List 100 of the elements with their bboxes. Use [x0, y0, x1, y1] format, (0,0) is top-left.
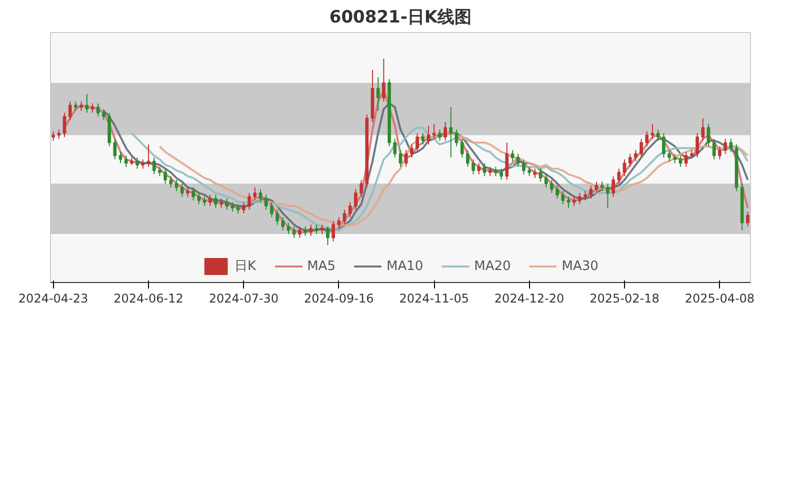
candlestick	[113, 138, 117, 160]
candlestick	[52, 130, 55, 142]
candlestick	[438, 129, 442, 142]
candlestick	[522, 158, 526, 175]
candlestick	[477, 162, 481, 175]
candlestick	[85, 94, 89, 114]
candlestick	[550, 179, 554, 194]
candlestick	[80, 101, 83, 112]
candlestick	[309, 224, 313, 236]
candlestick	[264, 194, 268, 210]
candlestick	[584, 190, 587, 201]
candlestick	[276, 209, 279, 226]
candlestick	[640, 138, 643, 158]
x-tick-label: 2025-02-18	[590, 292, 660, 306]
candlestick	[572, 196, 576, 207]
candlestick	[482, 162, 486, 177]
candlestick	[449, 106, 453, 158]
candlestick	[197, 192, 201, 205]
x-tick-label: 2024-07-30	[208, 292, 279, 306]
candlestick	[124, 155, 128, 168]
candlestick	[454, 129, 458, 147]
candlestick	[220, 198, 223, 208]
candlestick	[561, 190, 565, 205]
candlestick	[326, 226, 330, 246]
candlestick	[225, 198, 229, 210]
candlestick	[164, 168, 167, 184]
candlestick	[146, 144, 150, 168]
candlestick	[102, 108, 106, 121]
candlestick	[230, 202, 234, 212]
candlestick	[298, 226, 302, 238]
candlestick	[556, 184, 559, 200]
candlestick	[472, 158, 475, 175]
candlestick	[673, 153, 677, 164]
candlestick	[712, 138, 716, 160]
candlestick	[500, 168, 503, 180]
x-tick-label: 2024-11-05	[399, 292, 469, 306]
candlestick	[729, 138, 733, 152]
candlestick	[286, 222, 290, 234]
candlestick	[236, 204, 240, 214]
candlestick	[538, 168, 542, 182]
candlestick	[141, 158, 145, 170]
candlestick	[612, 176, 615, 198]
candlestick	[192, 186, 195, 201]
candlestick	[516, 153, 520, 168]
candlestick	[292, 226, 296, 238]
candlestick	[578, 192, 582, 205]
candlestick	[533, 168, 537, 179]
candlestick	[180, 183, 184, 198]
candlestick	[466, 150, 470, 168]
candlestick	[258, 188, 262, 203]
candlestick	[360, 179, 363, 198]
candlestick	[208, 194, 212, 207]
candlestick	[566, 196, 570, 208]
candlestick	[678, 155, 682, 168]
legend-label: 日K	[234, 258, 256, 275]
candlestick	[202, 196, 206, 207]
candlestick	[158, 166, 162, 177]
candlestick	[650, 123, 654, 140]
candlestick	[152, 157, 156, 175]
candlestick	[488, 166, 492, 177]
candlestick	[304, 226, 307, 236]
candlestick	[169, 176, 173, 188]
candlestick	[57, 129, 61, 140]
candlestick	[617, 168, 621, 184]
candlestick	[376, 76, 380, 112]
candlestick	[354, 188, 358, 210]
candlestick	[628, 153, 632, 168]
candlestick	[348, 202, 352, 218]
candlestick	[645, 130, 649, 147]
candlestick	[253, 186, 257, 201]
candlestick	[90, 102, 94, 114]
x-tick-label: 2024-12-20	[494, 292, 564, 306]
candlestick	[600, 181, 604, 192]
candlestick	[724, 138, 727, 154]
x-tick-label: 2024-06-12	[114, 292, 184, 306]
legend-label: MA30	[562, 258, 598, 274]
legend-label: MA10	[386, 258, 424, 274]
candlestick	[528, 166, 531, 177]
candlestick	[460, 138, 464, 158]
candlestick	[718, 146, 722, 160]
candlestick	[606, 183, 610, 208]
candlestick	[510, 150, 514, 162]
candlestick	[136, 157, 139, 170]
candlestick	[426, 125, 430, 145]
candlestick	[74, 101, 78, 112]
candlestick	[656, 129, 660, 142]
candlestick	[393, 138, 397, 158]
candlestick	[342, 209, 346, 226]
x-tick-label: 2024-04-23	[18, 292, 88, 306]
candlestick	[746, 211, 750, 228]
candlestick	[668, 150, 671, 162]
candlestick	[594, 181, 598, 194]
candlestick	[214, 194, 218, 208]
candlestick	[696, 132, 699, 158]
candlestick	[398, 150, 402, 168]
candlestick	[444, 122, 447, 142]
candlestick	[248, 192, 251, 210]
candlestick	[634, 150, 638, 162]
candlestick	[242, 202, 246, 214]
candlestick	[701, 118, 705, 142]
